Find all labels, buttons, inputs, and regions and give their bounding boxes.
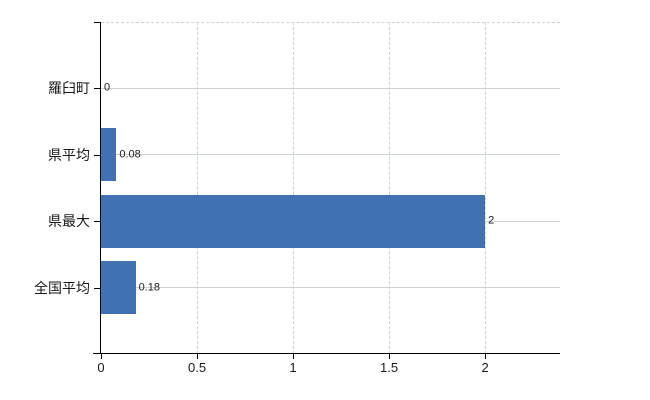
x-tick-label: 0.5 — [187, 360, 207, 375]
value-label: 2 — [488, 214, 495, 227]
category-label: 県最大 — [48, 213, 90, 230]
bar — [101, 261, 136, 315]
x-tick-label: 0 — [97, 360, 105, 375]
bar — [101, 194, 486, 248]
category-label: 全国平均 — [34, 279, 90, 296]
y-tick — [94, 154, 101, 156]
bar — [101, 128, 117, 182]
y-axis-top-tick — [94, 22, 101, 23]
x-axis — [93, 352, 560, 354]
plot-top-border — [101, 22, 560, 23]
x-tick-label: 2 — [481, 360, 489, 375]
value-label: 0.18 — [138, 281, 160, 294]
y-tick — [94, 221, 101, 223]
v-gridline — [197, 22, 199, 354]
v-gridline — [293, 22, 295, 354]
x-tick-label: 1 — [289, 360, 297, 375]
category-label: 羅臼町 — [48, 80, 90, 97]
value-label: 0 — [104, 81, 111, 94]
h-gridline — [101, 87, 560, 89]
x-tick-label: 1.5 — [380, 360, 399, 375]
h-gridline — [101, 154, 560, 156]
v-gridline — [485, 22, 487, 354]
x-tick — [101, 354, 102, 359]
x-tick — [389, 354, 391, 359]
x-tick — [197, 354, 199, 359]
x-tick — [293, 354, 295, 359]
y-axis — [99, 22, 101, 354]
y-tick — [94, 88, 101, 90]
category-label: 県平均 — [48, 146, 90, 163]
v-gridline — [389, 22, 391, 354]
y-tick — [94, 287, 101, 289]
x-tick — [485, 354, 487, 359]
h-gridline — [101, 287, 560, 289]
value-label: 0.08 — [119, 148, 141, 161]
